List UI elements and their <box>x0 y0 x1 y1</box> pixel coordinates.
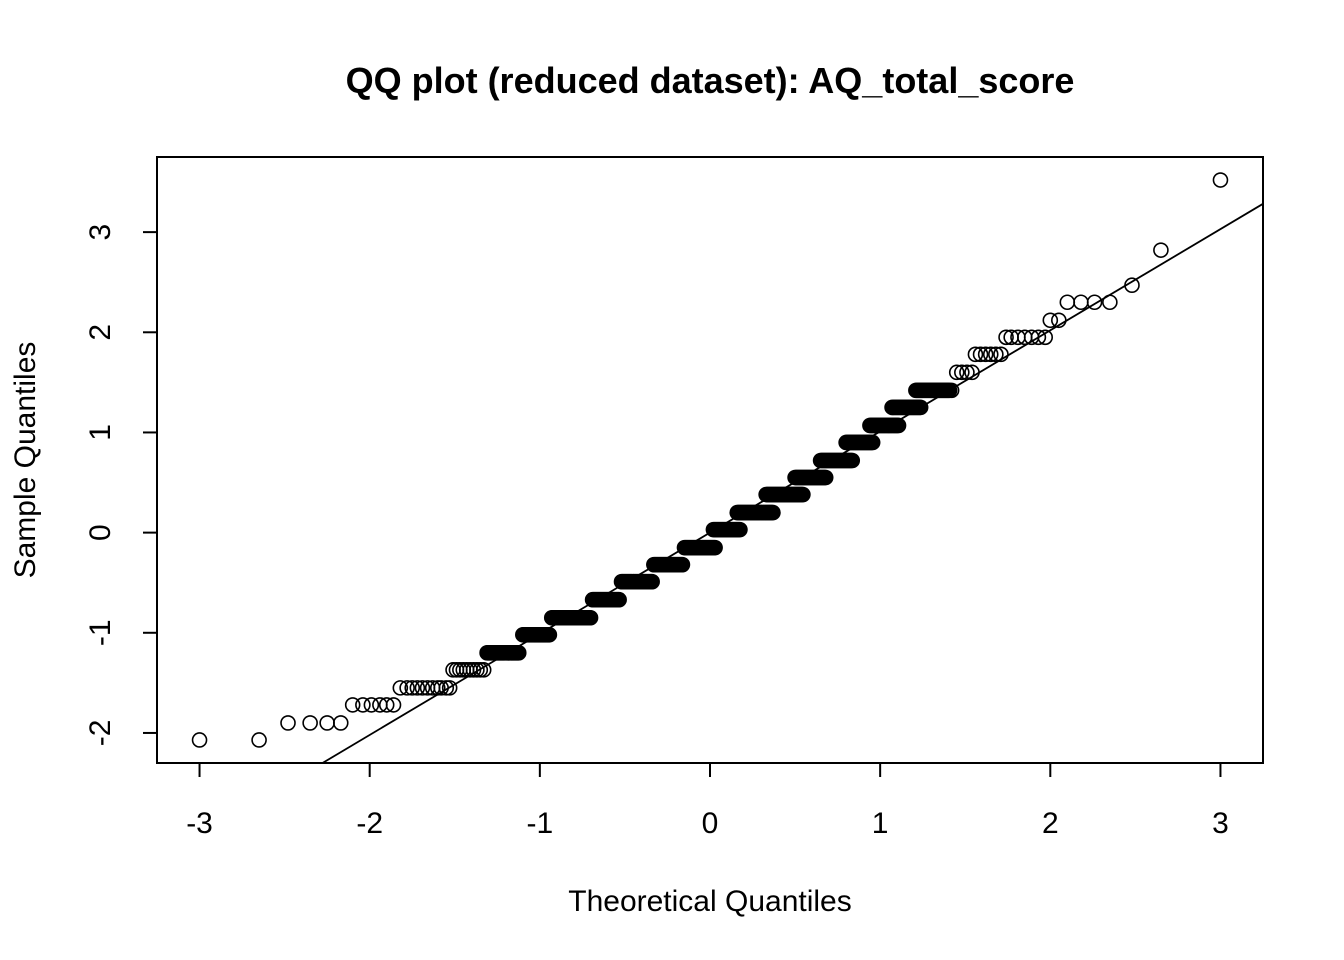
y-tick-label: 1 <box>84 424 117 441</box>
data-point <box>363 697 380 713</box>
data-point <box>864 434 881 451</box>
plot-frame <box>156 156 1264 764</box>
x-tick-label: -1 <box>527 807 554 840</box>
data-point <box>1042 312 1059 329</box>
data-point <box>795 486 811 503</box>
data-point <box>912 399 929 416</box>
data-point <box>510 645 527 661</box>
y-tick-label: -2 <box>84 720 117 747</box>
data-point <box>404 680 421 696</box>
data-point <box>280 715 296 731</box>
x-tick-label: 1 <box>872 807 889 840</box>
data-point <box>251 732 267 748</box>
data-point <box>707 539 723 556</box>
data-point <box>817 469 834 486</box>
data-point <box>964 364 980 381</box>
data-point <box>972 346 989 363</box>
data-point <box>582 609 599 626</box>
data-point <box>1073 294 1089 311</box>
data-point <box>941 382 958 399</box>
data-point <box>611 591 627 608</box>
data-point <box>844 452 861 469</box>
y-axis-label: Sample Quantiles <box>9 342 42 579</box>
y-axis: -2 -1 0 1 2 3 <box>84 224 157 747</box>
data-point <box>988 346 1004 363</box>
y-tick-label: 3 <box>84 224 117 241</box>
data-point <box>674 556 691 573</box>
chart-title: QQ plot (reduced dataset): AQ_total_scor… <box>346 60 1075 101</box>
data-point <box>967 346 984 363</box>
data-point <box>993 346 1009 363</box>
data-point <box>399 680 415 696</box>
data-point <box>948 364 965 381</box>
x-axis-label: Theoretical Quantiles <box>568 885 851 918</box>
data-point <box>959 364 975 381</box>
y-tick-label: -1 <box>84 619 117 646</box>
data-points <box>191 172 1229 748</box>
data-point <box>998 329 1014 346</box>
data-point <box>332 715 349 731</box>
data-point <box>392 680 409 696</box>
x-tick-label: -3 <box>186 807 213 840</box>
x-tick-label: 0 <box>702 807 719 840</box>
data-point <box>344 697 361 713</box>
y-tick-label: 2 <box>84 324 117 341</box>
data-point <box>1051 312 1067 329</box>
data-point <box>1124 277 1140 294</box>
data-point <box>644 573 660 590</box>
data-point <box>1212 172 1229 188</box>
data-point <box>982 346 999 363</box>
data-point <box>1153 242 1169 258</box>
data-point <box>1037 329 1054 346</box>
data-point <box>541 626 558 643</box>
x-axis: -3 -2 -1 0 1 2 3 <box>186 763 1229 840</box>
data-point <box>954 364 970 381</box>
data-point <box>409 680 426 696</box>
data-point <box>319 715 335 731</box>
data-point <box>977 346 994 363</box>
data-point <box>433 680 449 696</box>
data-point <box>1030 329 1047 346</box>
data-point <box>475 662 492 678</box>
x-tick-label: -2 <box>356 807 383 840</box>
x-tick-label: 3 <box>1212 807 1229 840</box>
data-point <box>765 504 781 521</box>
data-point <box>1059 294 1076 311</box>
x-tick-label: 2 <box>1042 807 1059 840</box>
data-point <box>378 697 395 713</box>
data-point <box>191 732 208 748</box>
data-point <box>302 715 318 731</box>
data-point <box>1102 294 1118 311</box>
data-point <box>890 417 907 434</box>
data-point <box>441 680 458 696</box>
plot-area <box>191 172 1264 764</box>
data-point <box>355 697 371 713</box>
y-tick-label: 0 <box>84 524 117 541</box>
data-point <box>1086 294 1103 311</box>
data-point <box>414 680 431 696</box>
data-point <box>385 697 402 713</box>
data-point <box>732 521 748 538</box>
